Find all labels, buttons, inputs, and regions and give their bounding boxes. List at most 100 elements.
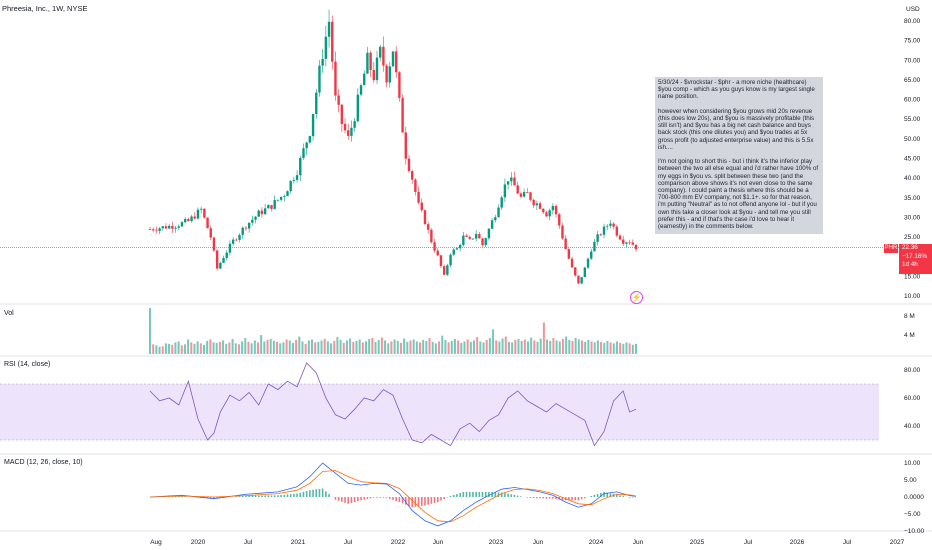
volume-bar <box>387 343 390 354</box>
candle-body <box>433 242 436 251</box>
time-tick-label: Jul <box>344 539 353 546</box>
volume-bar <box>479 341 482 354</box>
time-tick-label: Jun <box>533 539 544 546</box>
candle-body <box>353 121 356 128</box>
candle-body <box>356 94 360 122</box>
candle-body <box>625 242 628 244</box>
volume-bar <box>349 338 352 354</box>
time-tick-label: Aug <box>150 539 162 546</box>
rsi-tick-label: 60.00 <box>904 395 921 402</box>
macd-histogram-bar <box>424 497 426 506</box>
candle-body <box>564 238 567 250</box>
volume-bar <box>511 342 514 354</box>
volume-bar <box>530 337 533 354</box>
volume-bar <box>590 341 593 354</box>
macd-histogram-bar <box>398 497 401 503</box>
candle-body <box>276 199 280 201</box>
time-tick-label: 2021 <box>291 539 306 546</box>
volume-bar <box>457 340 460 354</box>
volume-bar <box>635 343 637 354</box>
macd-histogram-bar <box>337 497 340 501</box>
macd-histogram-bar <box>404 497 407 505</box>
candle-body <box>590 251 593 259</box>
macd-histogram-bar <box>548 497 551 499</box>
volume-bar <box>450 340 453 354</box>
volume-bar <box>291 342 294 354</box>
volume-bar <box>222 340 225 354</box>
candle-body <box>247 222 251 229</box>
macd-histogram-bar <box>382 497 385 498</box>
candle-body <box>538 203 542 209</box>
candle-body <box>391 51 395 67</box>
time-tick-label: Jun <box>433 539 444 546</box>
candle-body <box>519 193 523 197</box>
macd-histogram-bar <box>350 497 353 503</box>
volume-bar <box>380 337 383 354</box>
candle-body <box>442 266 446 275</box>
volume-bar <box>488 338 491 354</box>
candle-body <box>602 226 606 235</box>
volume-bar <box>365 341 367 354</box>
volume-bar <box>333 340 336 354</box>
volume-bar <box>345 340 348 354</box>
macd-histogram-bar <box>462 491 465 497</box>
candle-body <box>334 61 337 96</box>
volume-bar <box>307 340 310 354</box>
candle-body <box>500 197 503 208</box>
candle-body <box>187 219 190 222</box>
candle-body <box>430 229 433 243</box>
macd-histogram-bar <box>619 495 621 497</box>
volume-bar <box>447 342 450 354</box>
macd-histogram-bar <box>261 495 263 497</box>
candle-body <box>273 200 276 209</box>
candle-body <box>583 267 587 278</box>
macd-tick-label: 10.00 <box>904 460 921 467</box>
candle-body <box>634 244 638 250</box>
volume-bar <box>542 322 545 354</box>
volume-bar <box>215 342 218 354</box>
candle-body <box>522 192 526 197</box>
volume-bar <box>276 341 279 354</box>
signal-line <box>149 470 637 523</box>
volume-bar <box>444 339 447 354</box>
idea-note: 5/30/24 - $vrockstar - $phr - a more nic… <box>655 77 823 234</box>
volume-bar <box>428 338 431 354</box>
macd-histogram-bar <box>590 495 593 497</box>
candle-body <box>420 202 423 211</box>
volume-bar <box>466 339 469 354</box>
macd-histogram-bar <box>181 496 183 497</box>
macd-histogram-bar <box>334 497 337 500</box>
volume-bar <box>263 341 266 354</box>
time-tick-label: 2027 <box>890 539 905 546</box>
lightning-icon[interactable]: ⚡ <box>630 291 643 304</box>
candle-body <box>257 210 260 217</box>
macd-histogram-bar <box>571 497 573 501</box>
macd-histogram-bar <box>488 491 490 497</box>
volume-bar <box>628 343 631 354</box>
candle-body <box>359 85 363 95</box>
macd-histogram-bar <box>401 497 404 504</box>
candle-body <box>410 171 414 180</box>
price-tick-label: 65.00 <box>904 77 921 84</box>
macd-histogram-bar <box>433 497 436 503</box>
candle-body <box>363 73 366 86</box>
macd-histogram-bar <box>385 497 388 498</box>
volume-bar <box>317 341 320 354</box>
volume-bar <box>342 342 345 354</box>
candle-body <box>203 208 206 218</box>
candle-body <box>497 207 500 218</box>
candle-body <box>199 208 203 210</box>
macd-histogram-bar <box>459 492 461 497</box>
macd-histogram-bar <box>273 495 276 497</box>
volume-bar <box>571 340 574 354</box>
price-tick-label: 60.00 <box>904 97 921 104</box>
price-tick-label: 55.00 <box>904 116 921 123</box>
macd-histogram-bar <box>561 497 564 500</box>
candle-body <box>615 226 619 236</box>
volume-bar <box>250 343 253 354</box>
volume-bar <box>203 344 205 354</box>
macd-histogram-bar <box>481 491 484 497</box>
volume-bar <box>441 335 444 354</box>
candle-body <box>347 130 350 136</box>
candle-body <box>484 238 487 246</box>
